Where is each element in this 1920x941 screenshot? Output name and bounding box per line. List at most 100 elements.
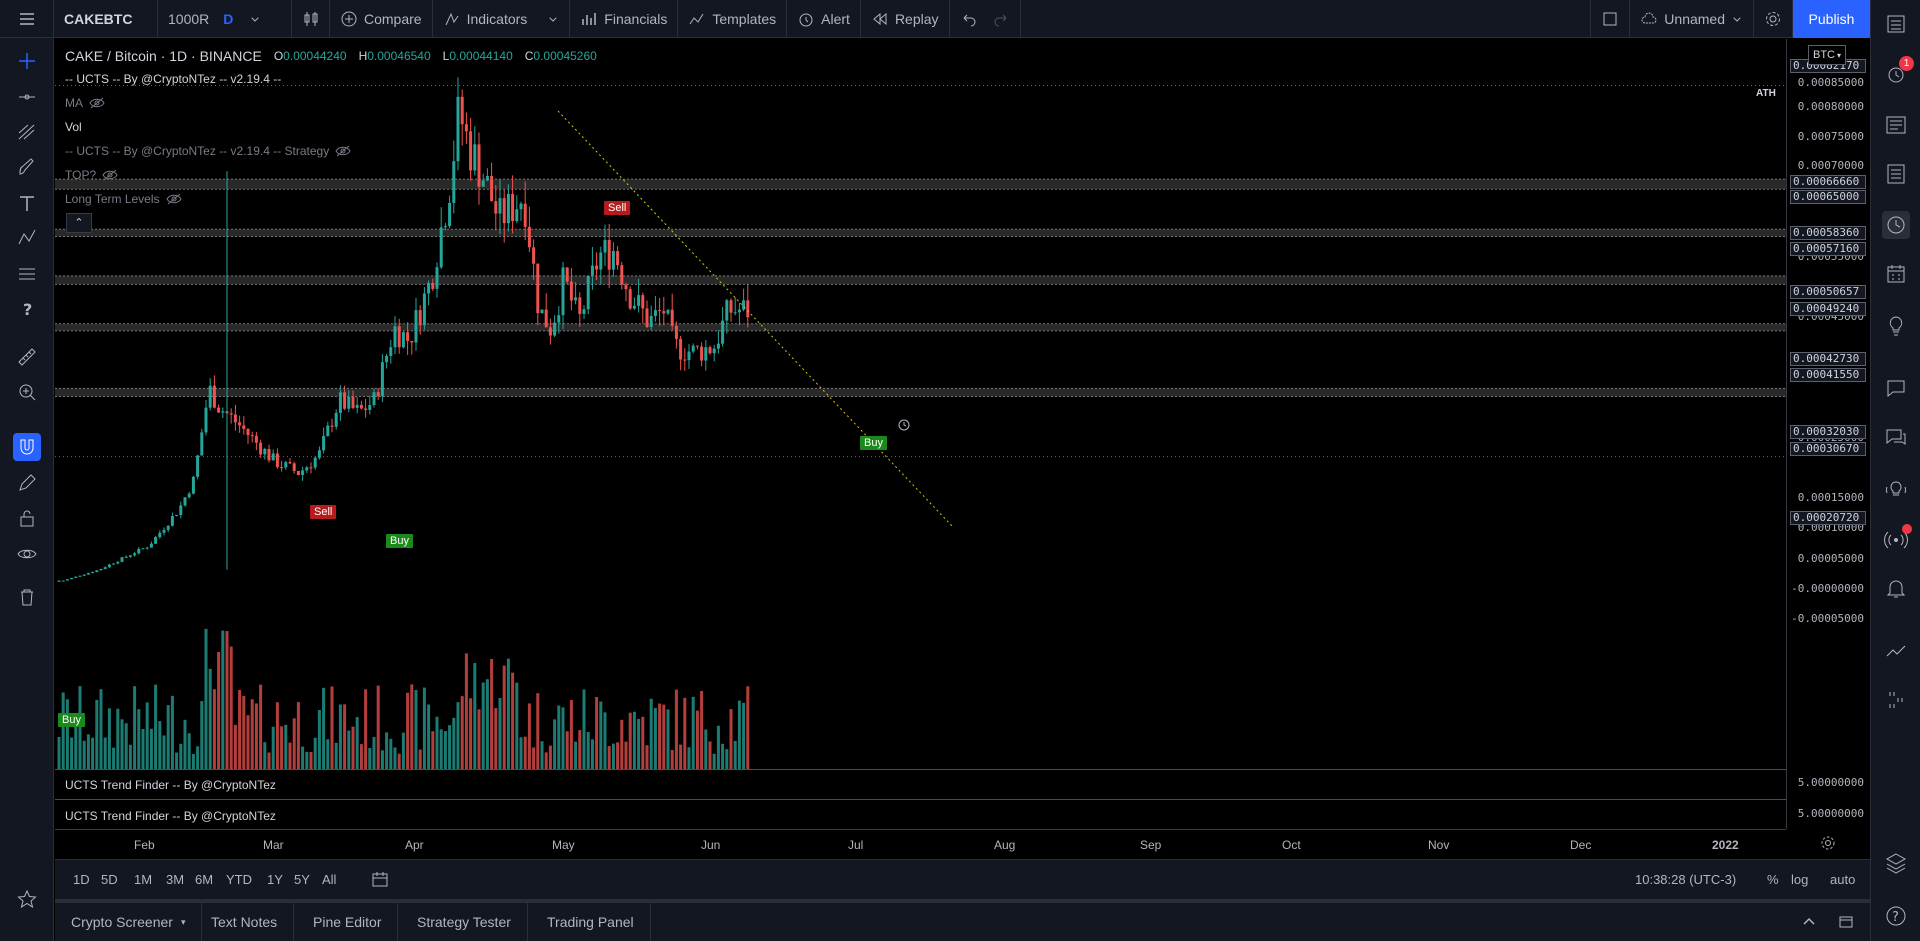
volume-bar	[313, 737, 317, 769]
study-legend-levels[interactable]: Long Term Levels	[65, 192, 182, 206]
lock-tool[interactable]	[13, 504, 41, 532]
hotlists-button[interactable]	[1882, 211, 1910, 239]
volume-bar	[355, 717, 359, 769]
zoom-tool[interactable]	[13, 378, 41, 406]
bulb-stream-icon	[1885, 481, 1907, 496]
timeframe-button-ytd[interactable]: YTD	[226, 872, 252, 887]
trend-line-tool[interactable]	[13, 83, 41, 111]
dom-button[interactable]	[1882, 686, 1910, 714]
timeframe-button-6m[interactable]: 6M	[195, 872, 214, 887]
eye-off-icon[interactable]	[89, 97, 105, 109]
pane-separator[interactable]	[55, 799, 1870, 800]
prediction-tool[interactable]	[13, 260, 41, 288]
compare-button[interactable]: Compare	[330, 0, 433, 38]
financials-button[interactable]: Financials	[570, 0, 679, 38]
favorites-tool[interactable]	[13, 885, 41, 913]
streams-button[interactable]	[1882, 476, 1910, 504]
eye-off-icon[interactable]	[335, 145, 351, 157]
broadcast-button[interactable]	[1882, 524, 1912, 554]
chats-button[interactable]	[1882, 374, 1910, 402]
symbol-search-button[interactable]: CAKEBTC	[54, 0, 158, 38]
indicators-button[interactable]: Indicators	[433, 0, 571, 38]
calendar-button[interactable]	[1882, 260, 1910, 288]
tab-crypto-screener[interactable]: Crypto Screener ▾	[55, 903, 203, 941]
undo-icon[interactable]	[960, 10, 978, 28]
date-range-icon[interactable]	[370, 870, 390, 890]
tab-strategy-tester[interactable]: Strategy Tester	[401, 903, 528, 941]
time-axis[interactable]: Feb Mar Apr May Jun Jul Aug Sep Oct Nov Dec 2022	[55, 829, 1786, 859]
gear-icon[interactable]	[1820, 835, 1836, 851]
measure-tool[interactable]	[13, 343, 41, 371]
study-legend-ucts[interactable]: -- UCTS -- By @CryptoNTez -- v2.19.4 --	[65, 72, 281, 86]
hide-drawings-tool[interactable]	[13, 540, 41, 568]
study-legend-top[interactable]: TOP?	[65, 168, 118, 182]
help-button[interactable]: ?	[13, 295, 41, 323]
layout-name-button[interactable]: Unnamed	[1630, 0, 1754, 38]
data-window-button[interactable]	[1882, 160, 1910, 188]
candle-body	[515, 209, 519, 222]
clock-readout[interactable]: 10:38:28 (UTC-3)	[1635, 872, 1737, 887]
remove-drawings-tool[interactable]	[13, 583, 41, 611]
study-legend-strategy[interactable]: -- UCTS -- By @CryptoNTez -- v2.19.4 -- …	[65, 144, 351, 158]
timeframe-button-3m[interactable]: 3M	[166, 872, 185, 887]
study-legend-ma[interactable]: MA	[65, 96, 105, 110]
select-layout-button[interactable]	[1590, 0, 1631, 38]
news-button[interactable]	[1882, 111, 1910, 139]
timeframe-button-5d[interactable]: 5D	[101, 872, 118, 887]
timeframe-button-all[interactable]: All	[322, 872, 337, 887]
log-toggle[interactable]: log	[1791, 872, 1809, 887]
stay-drawing-tool[interactable]	[13, 469, 41, 497]
alert-button[interactable]: Alert	[787, 0, 861, 38]
currency-selector[interactable]: BTC ▾	[1808, 45, 1846, 65]
auto-toggle[interactable]: auto	[1830, 872, 1856, 887]
collapse-legend-button[interactable]: ⌃	[66, 213, 92, 233]
watchlist-button[interactable]	[1882, 10, 1910, 38]
volume-bar	[700, 690, 704, 769]
brush-tool[interactable]	[13, 153, 41, 181]
text-tool[interactable]	[13, 189, 41, 217]
pattern-tool[interactable]	[13, 224, 41, 252]
chevron-up-icon[interactable]	[1800, 913, 1818, 931]
replay-button[interactable]: Replay	[861, 0, 950, 38]
study-legend-vol[interactable]: Vol	[65, 120, 82, 134]
crosshair-tool[interactable]	[13, 47, 41, 75]
templates-button[interactable]: Templates	[678, 0, 788, 38]
candle-body	[254, 435, 258, 443]
eye-off-icon[interactable]	[102, 169, 118, 181]
tab-pine-editor[interactable]: Pine Editor	[297, 903, 399, 941]
timeframe-button-5y[interactable]: 5Y	[294, 872, 310, 887]
help-center-button[interactable]: ?	[1882, 902, 1910, 930]
percent-toggle[interactable]: %	[1767, 872, 1779, 887]
menu-button[interactable]	[0, 0, 54, 38]
timeframe-button-1d[interactable]: 1D	[73, 872, 90, 887]
chart-type-button[interactable]	[292, 0, 330, 38]
trading-button[interactable]	[1882, 637, 1910, 665]
object-tree-button[interactable]	[1882, 849, 1910, 877]
maximize-icon[interactable]	[1837, 913, 1855, 931]
alerts-button[interactable]: 1	[1882, 56, 1914, 88]
chart-canvas[interactable]	[55, 39, 1786, 769]
redo-icon[interactable]	[992, 10, 1010, 28]
tab-trading-panel[interactable]: Trading Panel	[531, 903, 651, 941]
magnet-tool[interactable]	[13, 433, 41, 461]
ideas-button[interactable]	[1882, 312, 1910, 340]
settings-button[interactable]	[1754, 0, 1793, 38]
price-scale[interactable]: 0.00085000 0.00080000 0.00075000 0.00070000…	[1786, 39, 1870, 829]
publish-button[interactable]: Publish	[1793, 0, 1870, 38]
public-chat-button[interactable]	[1882, 423, 1910, 451]
candle-body	[57, 580, 61, 582]
candle-body	[443, 226, 447, 228]
volume-bar	[427, 704, 431, 769]
fib-tool[interactable]	[13, 118, 41, 146]
tab-text-notes[interactable]: Text Notes	[195, 903, 295, 941]
candle-body	[439, 227, 443, 268]
timeframe-button-1m[interactable]: 1M	[134, 872, 153, 887]
candle-body	[716, 343, 720, 349]
interval-selector[interactable]: 1000R D	[158, 0, 292, 38]
notifications-button[interactable]	[1882, 574, 1910, 602]
alert-clock-icon[interactable]	[897, 417, 911, 431]
eye-off-icon[interactable]	[165, 193, 182, 205]
candle-body	[347, 396, 351, 409]
pane-separator[interactable]	[55, 769, 1870, 770]
timeframe-button-1y[interactable]: 1Y	[267, 872, 283, 887]
